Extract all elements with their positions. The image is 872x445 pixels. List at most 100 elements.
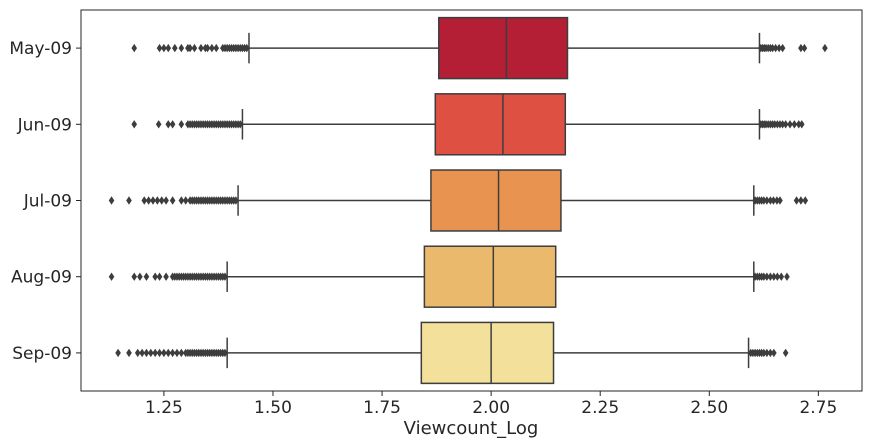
outlier-point xyxy=(148,348,154,358)
outlier-point xyxy=(115,348,121,358)
outlier-point xyxy=(772,43,779,53)
outlier-point xyxy=(769,43,776,53)
outlier-point xyxy=(178,196,185,205)
outlier-point xyxy=(798,120,805,129)
outlier-point xyxy=(764,348,770,358)
outlier-point xyxy=(237,120,244,129)
outlier-point xyxy=(761,272,767,281)
outlier-point xyxy=(143,348,150,358)
outlier-point xyxy=(793,196,800,205)
outlier-point xyxy=(770,196,777,205)
outlier-point xyxy=(178,348,185,358)
outlier-point xyxy=(178,43,185,53)
outlier-point xyxy=(163,272,169,281)
outlier-point xyxy=(782,120,789,129)
box-group-jun-09 xyxy=(131,93,805,156)
outlier-point xyxy=(165,348,172,358)
outlier-point xyxy=(161,348,167,358)
iqr-box xyxy=(420,321,555,385)
outlier-point xyxy=(108,196,115,205)
outlier-point xyxy=(126,348,132,358)
outlier-point xyxy=(243,43,250,53)
y-tick-label: Sep-09 xyxy=(12,344,72,364)
iqr-box xyxy=(430,169,562,232)
outlier-point xyxy=(784,272,790,281)
outlier-point xyxy=(174,348,180,358)
outlier-point xyxy=(154,196,161,205)
outlier-point xyxy=(145,196,152,205)
outlier-point xyxy=(213,43,220,53)
outlier-point xyxy=(158,196,165,205)
outlier-point xyxy=(801,43,808,53)
outlier-point xyxy=(131,120,138,129)
outlier-point xyxy=(187,43,193,53)
outlier-point xyxy=(771,348,777,358)
box-group-aug-09 xyxy=(108,245,790,308)
x-tick-label: 2.75 xyxy=(799,398,837,418)
outlier-point xyxy=(155,120,162,129)
outlier-point xyxy=(761,196,767,205)
outlier-point xyxy=(771,272,777,281)
outlier-point xyxy=(134,348,141,358)
x-axis: 1.25 1.50 1.75 2.00 2.25 2.50 2.75 xyxy=(145,391,837,418)
outlier-point xyxy=(822,43,828,53)
outlier-point xyxy=(204,43,211,53)
outlier-point xyxy=(152,348,158,358)
boxes-layer xyxy=(108,16,828,385)
outlier-point xyxy=(787,120,793,129)
outlier-point xyxy=(139,348,145,358)
outlier-point xyxy=(767,272,774,281)
outlier-point xyxy=(152,272,158,281)
outlier-point xyxy=(143,272,150,281)
x-tick-label: 1.25 xyxy=(145,398,183,418)
outlier-point xyxy=(182,196,189,205)
x-tick-label: 2.00 xyxy=(472,398,510,418)
outlier-point xyxy=(141,196,148,205)
y-tick-label: Aug-09 xyxy=(11,268,72,288)
outlier-point xyxy=(156,272,163,281)
x-tick-label: 1.75 xyxy=(363,398,401,418)
outlier-point xyxy=(222,348,228,358)
outlier-point xyxy=(163,196,169,205)
outlier-point xyxy=(169,120,176,129)
iqr-box xyxy=(423,245,557,308)
y-axis: May-09 Jun-09 Jul-09 Aug-09 Sep-09 xyxy=(9,39,81,364)
outlier-point xyxy=(791,120,798,129)
outlier-point xyxy=(782,348,789,358)
y-tick-label: May-09 xyxy=(9,39,72,59)
x-tick-label: 1.50 xyxy=(254,398,292,418)
outlier-point xyxy=(761,348,767,358)
outlier-point xyxy=(776,43,782,53)
outlier-point xyxy=(165,43,172,53)
y-tick-label: Jul-09 xyxy=(23,192,72,212)
outlier-point xyxy=(108,272,115,281)
outlier-point xyxy=(774,272,781,281)
outlier-point xyxy=(779,43,786,53)
outlier-point xyxy=(198,43,204,53)
outlier-point xyxy=(798,43,804,53)
y-tick-label: Jun-09 xyxy=(17,115,72,135)
outlier-point xyxy=(774,196,780,205)
outlier-point xyxy=(150,196,156,205)
outlier-point xyxy=(222,272,228,281)
outlier-point xyxy=(802,196,809,205)
outlier-point xyxy=(779,120,786,129)
iqr-box xyxy=(438,16,569,80)
outlier-point xyxy=(156,43,163,53)
outlier-point xyxy=(169,196,176,205)
outlier-point xyxy=(767,348,774,358)
box-group-sep-09 xyxy=(115,321,789,385)
outlier-point xyxy=(137,272,143,281)
outlier-point xyxy=(209,43,215,53)
outlier-point xyxy=(764,272,770,281)
outlier-point xyxy=(191,43,198,53)
outlier-point xyxy=(131,272,138,281)
outlier-point xyxy=(767,196,774,205)
outlier-point xyxy=(161,43,167,53)
outlier-point xyxy=(131,43,138,53)
outlier-point xyxy=(169,348,176,358)
outlier-point xyxy=(172,43,178,53)
outlier-point xyxy=(126,196,132,205)
x-axis-label: Viewcount_Log xyxy=(404,418,539,439)
